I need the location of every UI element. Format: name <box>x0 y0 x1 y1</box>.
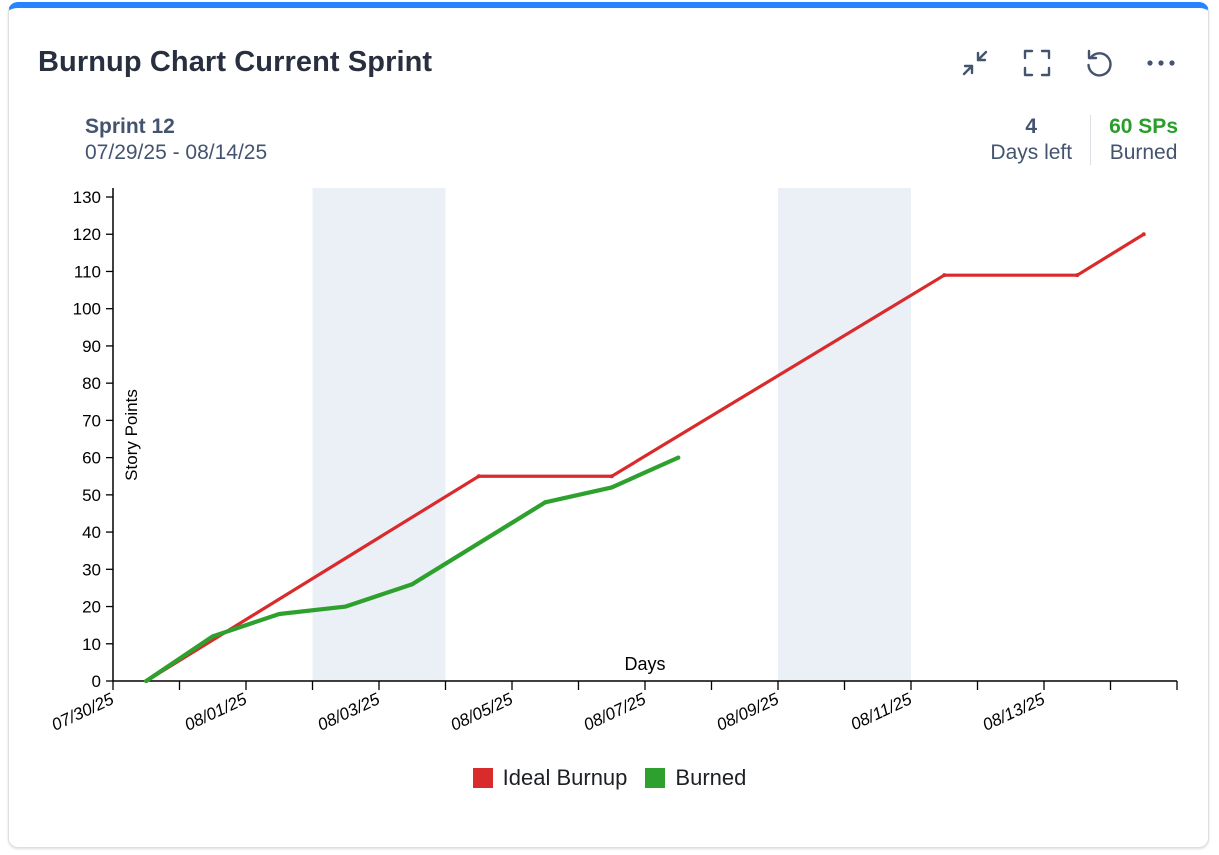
y-tick-label-90: 90 <box>82 337 101 356</box>
y-tick-label-10: 10 <box>82 635 101 654</box>
x-tick-label-4: 08/07/25 <box>581 689 649 734</box>
x-tick-label-0: 07/30/25 <box>49 689 117 734</box>
weekend-band-1 <box>778 188 911 681</box>
days-left-stat: 4 Days left <box>972 115 1090 165</box>
more-button[interactable] <box>1144 46 1178 80</box>
days-left-value: 4 <box>1025 115 1038 138</box>
burned-stat: 60 SPs Burned <box>1090 115 1178 165</box>
legend-item-burned[interactable]: Burned <box>645 765 746 791</box>
fullscreen-button[interactable] <box>1020 46 1054 80</box>
sprint-info: Sprint 12 07/29/25 - 08/14/25 <box>85 115 267 165</box>
burned-label: Burned <box>1109 141 1178 164</box>
y-tick-label-120: 120 <box>73 225 101 244</box>
x-tick-label-2: 08/03/25 <box>315 689 383 734</box>
x-tick-label-6: 08/11/25 <box>848 689 915 734</box>
y-axis-title: Story Points <box>122 389 141 481</box>
chart-legend: Ideal Burnup Burned <box>0 765 1219 791</box>
sprint-name: Sprint 12 <box>85 115 175 138</box>
legend-label-ideal: Ideal Burnup <box>502 765 628 790</box>
refresh-button[interactable] <box>1082 46 1116 80</box>
data-point-ideal-burnup-3 <box>942 273 947 278</box>
x-tick-label-1: 08/01/25 <box>182 689 250 734</box>
x-axis-title: Days <box>624 654 665 674</box>
y-tick-label-70: 70 <box>82 411 101 430</box>
legend-swatch-ideal <box>472 768 493 788</box>
y-tick-label-110: 110 <box>74 262 101 281</box>
data-point-burned-7 <box>676 455 681 460</box>
legend-swatch-burned <box>645 768 666 788</box>
data-point-burned-1 <box>210 634 215 639</box>
y-tick-label-80: 80 <box>82 374 101 393</box>
legend-item-ideal[interactable]: Ideal Burnup <box>472 765 628 791</box>
weekend-band-0 <box>312 188 446 681</box>
data-point-ideal-burnup-5 <box>1141 232 1146 237</box>
data-point-ideal-burnup-1 <box>476 474 481 479</box>
card-title: Burnup Chart Current Sprint <box>38 46 433 78</box>
series-line-burned <box>144 455 681 684</box>
burned-value: 60 SPs <box>1109 115 1178 138</box>
minimize-button[interactable] <box>958 46 992 80</box>
y-tick-label-60: 60 <box>82 449 101 468</box>
data-point-burned-3 <box>343 604 348 609</box>
data-point-burned-2 <box>277 611 282 616</box>
data-point-ideal-burnup-2 <box>609 474 614 479</box>
data-point-burned-6 <box>609 485 614 490</box>
x-tick-label-3: 08/05/25 <box>448 689 516 734</box>
series-line-ideal-burnup <box>144 232 1146 683</box>
data-point-burned-0 <box>144 679 149 683</box>
burnup-chart: 0 10 20 30 40 50 60 70 80 90 100 110 120 130 07/30/25 0… <box>49 188 1178 735</box>
data-point-ideal-burnup-4 <box>1075 273 1080 278</box>
days-left-label: Days left <box>990 141 1073 164</box>
data-point-burned-4 <box>410 582 415 587</box>
more-icon <box>1147 60 1175 66</box>
y-tick-label-40: 40 <box>82 523 101 542</box>
y-tick-label-130: 130 <box>73 188 101 207</box>
fullscreen-icon <box>1023 49 1051 77</box>
y-tick-label-100: 100 <box>73 300 101 319</box>
x-tick-label-5: 08/09/25 <box>714 689 782 734</box>
x-tick-label-7: 08/13/25 <box>980 689 1048 734</box>
data-point-burned-5 <box>543 500 548 505</box>
y-tick-label-30: 30 <box>82 560 101 579</box>
card-toolbar <box>958 46 1178 80</box>
y-tick-label-20: 20 <box>82 598 101 617</box>
sprint-stats: 4 Days left 60 SPs Burned <box>972 115 1178 165</box>
y-tick-label-0: 0 <box>92 672 101 691</box>
sprint-dates: 07/29/25 - 08/14/25 <box>85 141 268 164</box>
y-tick-label-50: 50 <box>82 486 101 505</box>
refresh-icon <box>1087 49 1112 77</box>
legend-label-burned: Burned <box>675 765 747 790</box>
minimize-icon <box>962 50 988 76</box>
burnup-card: Burnup Chart Current Sprint <box>8 2 1209 848</box>
